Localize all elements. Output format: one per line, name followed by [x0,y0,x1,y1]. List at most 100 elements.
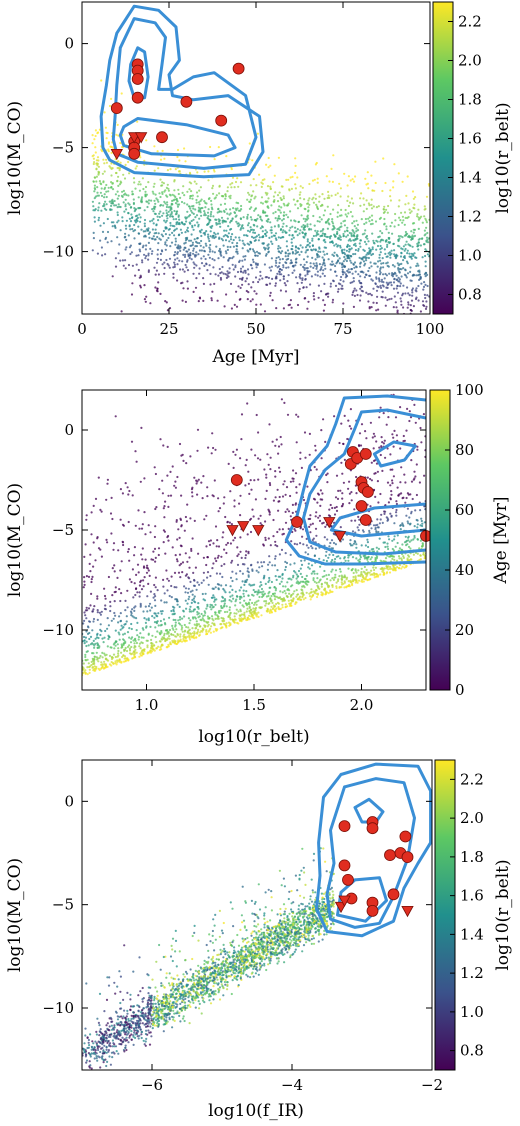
population-point [304,251,307,254]
population-point [197,623,200,626]
population-point [176,279,179,282]
population-point [299,572,302,576]
population-point [356,223,359,226]
population-point [338,257,341,260]
population-point [190,258,193,261]
population-point [168,594,171,598]
population-point [282,217,285,221]
population-point [368,550,371,553]
population-point [193,180,196,183]
population-point [169,221,172,225]
population-point [389,565,392,569]
population-point [269,294,272,297]
population-point [409,493,412,496]
population-point [385,567,388,570]
population-point [197,602,200,605]
population-point [188,608,191,611]
population-point [314,527,318,530]
population-point [296,234,299,237]
population-point [330,194,333,197]
population-point [326,205,329,208]
population-point [413,403,416,406]
population-point [224,239,228,242]
population-point [331,584,334,587]
population-point [205,244,208,247]
population-point [226,186,229,189]
population-point [116,643,119,646]
population-point [323,197,326,200]
population-point [356,526,359,529]
population-point [402,496,405,499]
population-point [255,250,259,253]
population-point [244,554,247,557]
population-point [213,236,216,240]
population-point [410,318,412,320]
population-point [304,596,307,600]
population-point [276,545,279,548]
population-point [250,608,253,611]
population-point [92,157,95,160]
population-point [366,251,369,255]
population-point [354,242,357,245]
population-point [128,578,131,581]
population-point [331,547,334,550]
population-point [124,198,127,201]
population-point [393,253,396,256]
population-point [341,492,344,495]
population-point [229,595,232,598]
population-point [220,210,223,213]
population-point [401,221,404,224]
population-point [114,257,117,260]
population-point [278,596,281,600]
population-point [85,606,88,609]
population-point [112,653,116,656]
population-point [161,235,165,238]
population-point [409,416,413,419]
population-point [275,438,278,441]
population-point [103,652,106,655]
population-point [337,204,340,207]
population-point [311,239,314,242]
population-point [267,463,270,466]
population-point [380,436,383,439]
population-point [212,630,215,633]
population-point [269,187,272,190]
population-point [394,301,397,304]
population-point [152,217,155,221]
population-point [375,248,378,251]
colorbar-tick-label: 2.2 [458,13,482,31]
population-point [334,557,337,561]
population-point [138,213,141,216]
population-point [128,224,131,227]
population-point [192,207,195,210]
population-point [106,217,109,221]
population-point [386,481,390,484]
population-point [149,625,152,629]
population-point [282,277,285,281]
population-point [207,237,210,240]
population-point [231,263,234,266]
population-point [142,230,145,233]
population-point [371,279,374,282]
population-point [336,230,339,234]
population-point [393,535,396,538]
population-point [350,499,353,502]
population-point [321,232,324,235]
population-point [178,203,181,206]
population-point [200,581,203,585]
population-point [240,620,243,623]
population-point [427,183,430,186]
population-point [223,210,226,214]
population-point [314,547,317,550]
population-point [245,277,248,280]
population-point [193,238,196,241]
population-point [382,573,386,576]
population-point [127,194,130,197]
population-point [210,604,214,607]
population-point [94,151,97,154]
population-point [178,616,182,619]
population-point [299,457,302,460]
population-point [282,214,285,217]
population-point [370,556,373,559]
population-point [104,253,107,256]
